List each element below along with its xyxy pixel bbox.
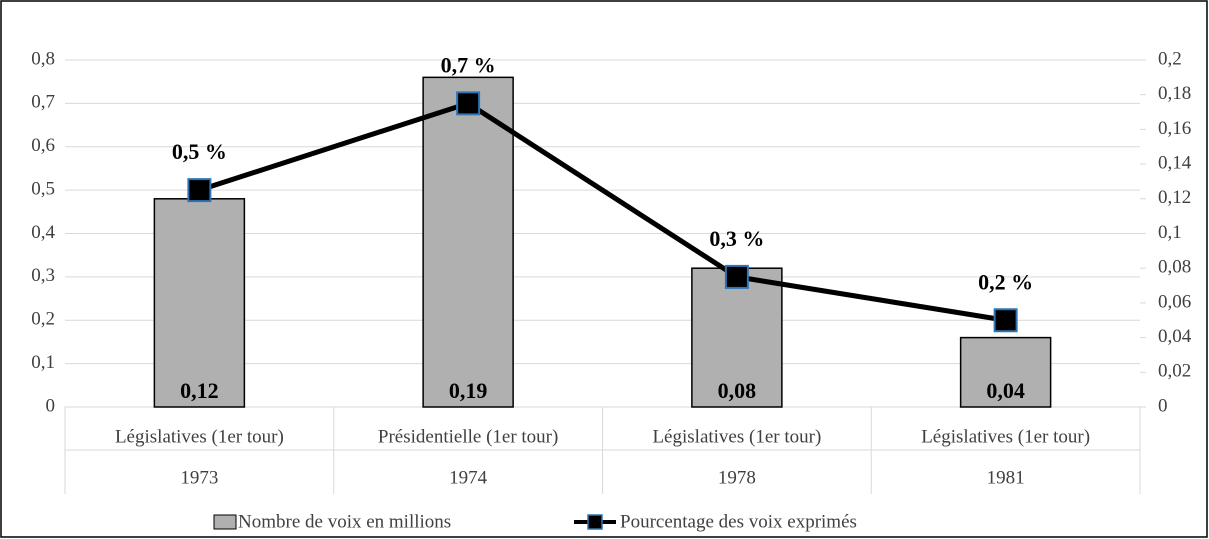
bar-value-label: 0,12: [180, 378, 219, 403]
marker: [456, 91, 481, 116]
marker: [724, 264, 749, 289]
bar: [959, 336, 1052, 408]
y2-tick-label: 0: [1158, 395, 1168, 416]
x-tick-label: Législatives (1er tour): [115, 426, 284, 447]
y2-tick-label: 0,08: [1158, 257, 1191, 278]
y2-tick-label: 0,04: [1158, 326, 1192, 347]
y2-tick-label: 0,02: [1158, 361, 1191, 382]
legend-swatch: [587, 514, 603, 530]
y2-tick-label: 0,16: [1158, 118, 1191, 139]
point-value-label: 0,3 %: [709, 226, 764, 251]
legend-label: Nombre de voix en millions: [238, 511, 451, 532]
bar-value-label: 0,19: [449, 378, 488, 403]
y-tick-label: 0,6: [31, 135, 55, 156]
y-tick-label: 0,7: [31, 92, 55, 113]
x-tick-label: Législatives (1er tour): [652, 426, 821, 447]
point-value-label: 0,5 %: [172, 139, 227, 164]
bar: [153, 198, 246, 408]
y2-tick-label: 0,12: [1158, 187, 1191, 208]
y2-tick-label: 0,14: [1158, 152, 1192, 173]
x-tick-label: 1974: [449, 467, 488, 488]
y2-tick-label: 0,1: [1158, 222, 1182, 243]
point-value-label: 0,7 %: [441, 52, 496, 77]
x-tick-label: Législatives (1er tour): [921, 426, 1090, 447]
y-tick-label: 0,1: [31, 352, 55, 373]
x-tick-label: 1981: [987, 467, 1025, 488]
point-value-label: 0,2 %: [978, 269, 1033, 294]
line: [198, 100, 1007, 323]
bar: [691, 267, 783, 408]
y-tick-label: 0: [46, 395, 56, 416]
marker: [993, 308, 1018, 333]
y-tick-label: 0,5: [31, 178, 55, 199]
y2-tick-label: 0,2: [1158, 48, 1182, 69]
bar: [422, 76, 514, 408]
y-tick-label: 0,2: [31, 309, 55, 330]
y2-tick-label: 0,06: [1158, 291, 1191, 312]
legend-swatch: [213, 514, 237, 530]
x-tick-label: Présidentielle (1er tour): [378, 426, 558, 447]
bar-value-label: 0,08: [718, 378, 757, 403]
x-tick-label: 1978: [718, 467, 756, 488]
y-tick-label: 0,4: [31, 222, 55, 243]
x-tick-label: 1973: [180, 467, 218, 488]
y2-tick-label: 0,18: [1158, 83, 1191, 104]
bar-value-label: 0,04: [986, 378, 1025, 403]
y-tick-label: 0,8: [31, 48, 55, 69]
y-tick-label: 0,3: [31, 265, 55, 286]
legend-label: Pourcentage des voix exprimés: [620, 511, 857, 532]
marker: [187, 178, 212, 203]
